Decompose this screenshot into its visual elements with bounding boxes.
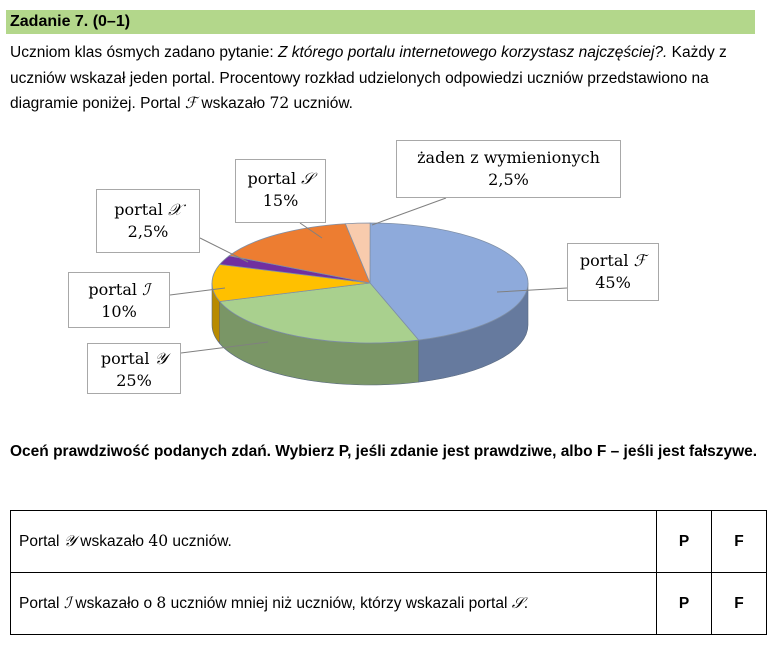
leader-line	[371, 197, 447, 226]
callout-portal-y-symbol: 𝒴	[154, 349, 168, 368]
statement-2: Portal ℐ wskazało o 8 uczniów mniej niż …	[10, 572, 657, 635]
callout-portal-i-value: 10%	[101, 302, 137, 321]
leader-line	[199, 237, 249, 263]
pie-slice	[211, 263, 371, 302]
statement-number: 8	[156, 594, 167, 612]
leader-line	[169, 287, 226, 296]
statement-text: Portal	[19, 533, 64, 550]
statement-1-option-false[interactable]: F	[711, 510, 767, 573]
callout-none: żaden z wymienionych 2,5%	[396, 140, 621, 198]
callout-portal-x-value: 2,5%	[127, 222, 169, 241]
statement-text: Portal	[19, 595, 64, 612]
pie-chart	[169, 197, 568, 386]
statement-number: 40	[148, 532, 169, 550]
pie-slice	[218, 282, 420, 344]
callout-portal-x: portal 𝒳 2,5%	[96, 189, 200, 253]
intro-text-4: uczniów.	[293, 95, 353, 112]
intro-number: 72	[269, 94, 290, 112]
statement-text: uczniów.	[172, 533, 232, 550]
statement-2-option-true[interactable]: P	[656, 572, 712, 635]
callout-none-value: 2,5%	[488, 170, 529, 189]
pie-top-group	[211, 222, 529, 344]
leader-lines	[169, 197, 568, 354]
task-title: Zadanie 7. (0–1)	[10, 13, 131, 30]
intro-text-1: Uczniom klas ósmych zadano pytanie:	[10, 44, 278, 61]
statement-1-option-true[interactable]: P	[656, 510, 712, 573]
pie-slice	[369, 222, 529, 341]
statement-symbol: 𝒴	[63, 532, 76, 550]
pie-slice	[228, 223, 371, 284]
callout-portal-s-value: 15%	[262, 191, 299, 210]
intro-question: Z którego portalu internetowego korzysta…	[277, 44, 668, 61]
callout-portal-f-symbol: ℱ	[633, 251, 647, 270]
statement-text: wskazało o	[71, 595, 157, 612]
instructions: Oceń prawdziwość podanych zdań. Wybierz …	[10, 443, 758, 460]
callout-portal-s: portal 𝒮 15%	[235, 159, 326, 223]
statement-2-option-false[interactable]: F	[711, 572, 767, 635]
callout-portal-i: portal ℐ 10%	[68, 272, 170, 328]
task-header: Zadanie 7. (0–1)	[6, 10, 755, 34]
statement-text: wskazało	[75, 533, 149, 550]
pie-side-group	[211, 282, 529, 386]
callout-portal-f: portal ℱ 45%	[567, 243, 659, 301]
callout-portal-x-symbol: 𝒳	[167, 200, 182, 219]
intro-text-2: Każdy z uczniów wskazał jeden portal. Pr…	[10, 44, 727, 112]
statement-text: uczniów mniej niż uczniów, którzy wskaza…	[170, 595, 512, 612]
callout-portal-i-symbol: ℐ	[142, 280, 150, 299]
true-false-table: Portal 𝒴 wskazało 40 uczniów. P F Portal…	[10, 510, 767, 635]
intro-portal-symbol: ℱ	[184, 94, 198, 112]
callout-portal-y-value: 25%	[116, 371, 152, 390]
callout-portal-f-prefix: portal	[579, 251, 634, 270]
intro-text-3: wskazało	[197, 95, 270, 112]
table-row: Portal 𝒴 wskazało 40 uczniów. P F	[10, 510, 767, 573]
callout-portal-f-value: 45%	[595, 273, 631, 292]
callout-portal-y-prefix: portal	[100, 349, 155, 368]
leader-line	[180, 341, 269, 354]
pie-slice	[344, 222, 371, 284]
statement-symbol: ℐ	[63, 594, 72, 612]
callout-portal-x-prefix: portal	[114, 200, 168, 219]
table-row: Portal ℐ wskazało o 8 uczniów mniej niż …	[10, 572, 767, 635]
callout-portal-s-prefix: portal	[247, 169, 302, 188]
task-intro: Uczniom klas ósmych zadano pytanie: Z kt…	[10, 40, 775, 117]
callout-none-prefix: żaden z wymienionych	[417, 148, 600, 167]
leader-line	[299, 222, 323, 239]
statement-symbol: 𝒮	[511, 594, 524, 612]
callout-portal-y: portal 𝒴 25%	[87, 343, 181, 394]
callout-portal-s-symbol: 𝒮	[301, 169, 314, 188]
callout-portal-i-prefix: portal	[88, 280, 143, 299]
statement-text: .	[523, 595, 529, 612]
leader-line	[496, 287, 568, 293]
statement-1: Portal 𝒴 wskazało 40 uczniów.	[10, 510, 657, 573]
